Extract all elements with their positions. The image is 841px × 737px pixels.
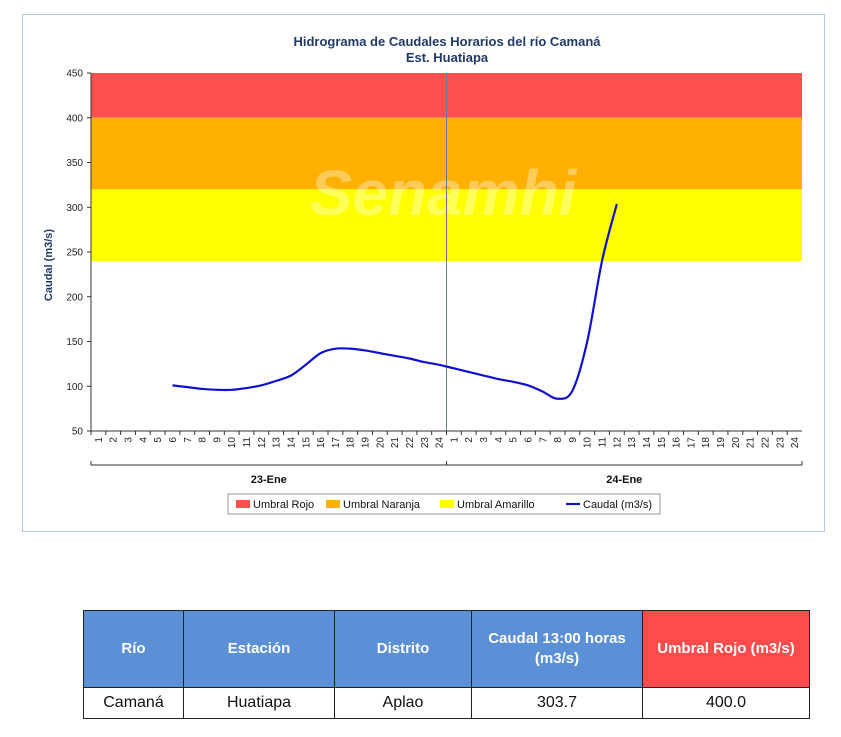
series-line-caudal bbox=[172, 203, 618, 400]
x-tick-label: 6 bbox=[523, 437, 534, 443]
table-header-row: Río Estación Distrito Caudal 13:00 horas… bbox=[83, 610, 810, 688]
x-tick-label: 2 bbox=[464, 437, 475, 443]
x-tick-label: 13 bbox=[272, 437, 283, 449]
y-tick-label: 50 bbox=[72, 427, 84, 438]
day-label: 24-Ene bbox=[606, 474, 642, 486]
x-tick-label: 7 bbox=[538, 437, 549, 443]
x-tick-label: 10 bbox=[227, 437, 238, 449]
x-tick-label: 24 bbox=[790, 437, 801, 449]
legend-item-label: Umbral Amarillo bbox=[457, 499, 535, 511]
x-tick-label: 19 bbox=[716, 437, 727, 449]
x-tick-label: 3 bbox=[479, 437, 490, 443]
x-tick-label: 11 bbox=[242, 437, 253, 448]
x-tick-label: 3 bbox=[124, 437, 135, 443]
x-tick-label: 4 bbox=[494, 437, 505, 443]
x-tick-label: 5 bbox=[153, 437, 164, 443]
x-tick-label: 20 bbox=[375, 437, 386, 449]
x-tick-label: 18 bbox=[346, 437, 357, 449]
x-tick-label: 22 bbox=[405, 437, 416, 449]
x-tick-label: 22 bbox=[760, 437, 771, 449]
x-tick-label: 5 bbox=[509, 437, 520, 443]
x-tick-label: 6 bbox=[168, 437, 179, 443]
cell-caudal: 303.7 bbox=[471, 687, 643, 719]
y-tick-label: 450 bbox=[66, 69, 83, 80]
y-tick-label: 350 bbox=[66, 158, 83, 169]
x-tick-label: 15 bbox=[657, 437, 668, 449]
x-tick-label: 18 bbox=[701, 437, 712, 449]
x-tick-label: 16 bbox=[672, 437, 683, 449]
header-umbral-rojo: Umbral Rojo (m3/s) bbox=[642, 610, 810, 688]
x-tick-label: 19 bbox=[361, 437, 372, 449]
y-tick-label: 150 bbox=[66, 337, 83, 348]
chart-title: Hidrograma de Caudales Horarios del río … bbox=[293, 34, 601, 49]
x-tick-label: 20 bbox=[731, 437, 742, 449]
x-tick-label: 17 bbox=[331, 437, 342, 449]
y-tick-label: 100 bbox=[66, 382, 83, 393]
cell-estacion: Huatiapa bbox=[183, 687, 335, 719]
legend-item-label: Caudal (m3/s) bbox=[583, 499, 652, 511]
header-estacion: Estación bbox=[183, 610, 335, 688]
x-tick-label: 16 bbox=[316, 437, 327, 449]
x-tick-label: 9 bbox=[568, 437, 579, 443]
cell-umbral-rojo: 400.0 bbox=[642, 687, 810, 719]
legend-swatch bbox=[326, 500, 340, 508]
x-tick-label: 24 bbox=[435, 437, 446, 449]
x-tick-label: 4 bbox=[138, 437, 149, 443]
x-tick-label: 14 bbox=[286, 437, 297, 449]
watermark-text: Senamhi bbox=[310, 157, 578, 229]
x-tick-label: 1 bbox=[94, 437, 105, 443]
legend-swatch bbox=[236, 500, 250, 508]
legend-item-label: Umbral Rojo bbox=[253, 499, 314, 511]
x-tick-label: 8 bbox=[553, 437, 564, 443]
x-tick-label: 23 bbox=[775, 437, 786, 449]
cell-distrito: Aplao bbox=[334, 687, 472, 719]
header-rio: Río bbox=[83, 610, 184, 688]
x-tick-label: 8 bbox=[198, 437, 209, 443]
y-tick-label: 250 bbox=[66, 248, 83, 259]
x-tick-label: 14 bbox=[642, 437, 653, 449]
day-label: 23-Ene bbox=[251, 474, 287, 486]
hydrograph-chart: Hidrograma de Caudales Horarios del río … bbox=[43, 34, 803, 515]
x-tick-label: 2 bbox=[109, 437, 120, 443]
x-tick-label: 13 bbox=[627, 437, 638, 449]
y-axis-label: Caudal (m3/s) bbox=[43, 229, 55, 301]
x-tick-label: 9 bbox=[212, 437, 223, 443]
header-distrito: Distrito bbox=[334, 610, 472, 688]
legend-item-label: Umbral Naranja bbox=[343, 499, 421, 511]
y-tick-label: 400 bbox=[66, 113, 83, 124]
x-tick-label: 7 bbox=[183, 437, 194, 443]
x-tick-label: 15 bbox=[301, 437, 312, 449]
table-row: Camaná Huatiapa Aplao 303.7 400.0 bbox=[83, 687, 810, 719]
chart-subtitle: Est. Huatiapa bbox=[406, 50, 489, 65]
x-tick-label: 23 bbox=[420, 437, 431, 449]
x-tick-label: 12 bbox=[612, 437, 623, 449]
x-tick-label: 10 bbox=[583, 437, 594, 449]
x-tick-label: 17 bbox=[686, 437, 697, 449]
x-tick-label: 21 bbox=[746, 437, 757, 449]
x-tick-label: 21 bbox=[390, 437, 401, 449]
legend-swatch bbox=[440, 500, 454, 508]
cell-rio: Camaná bbox=[83, 687, 184, 719]
summary-table: Río Estación Distrito Caudal 13:00 horas… bbox=[83, 610, 810, 719]
x-tick-label: 12 bbox=[257, 437, 268, 449]
chart-container: Hidrograma de Caudales Horarios del río … bbox=[22, 14, 825, 532]
header-caudal: Caudal 13:00 horas (m3/s) bbox=[471, 610, 643, 688]
y-tick-label: 200 bbox=[66, 292, 83, 303]
y-tick-label: 300 bbox=[66, 203, 83, 214]
x-tick-label: 1 bbox=[449, 437, 460, 443]
x-tick-label: 11 bbox=[598, 437, 609, 448]
